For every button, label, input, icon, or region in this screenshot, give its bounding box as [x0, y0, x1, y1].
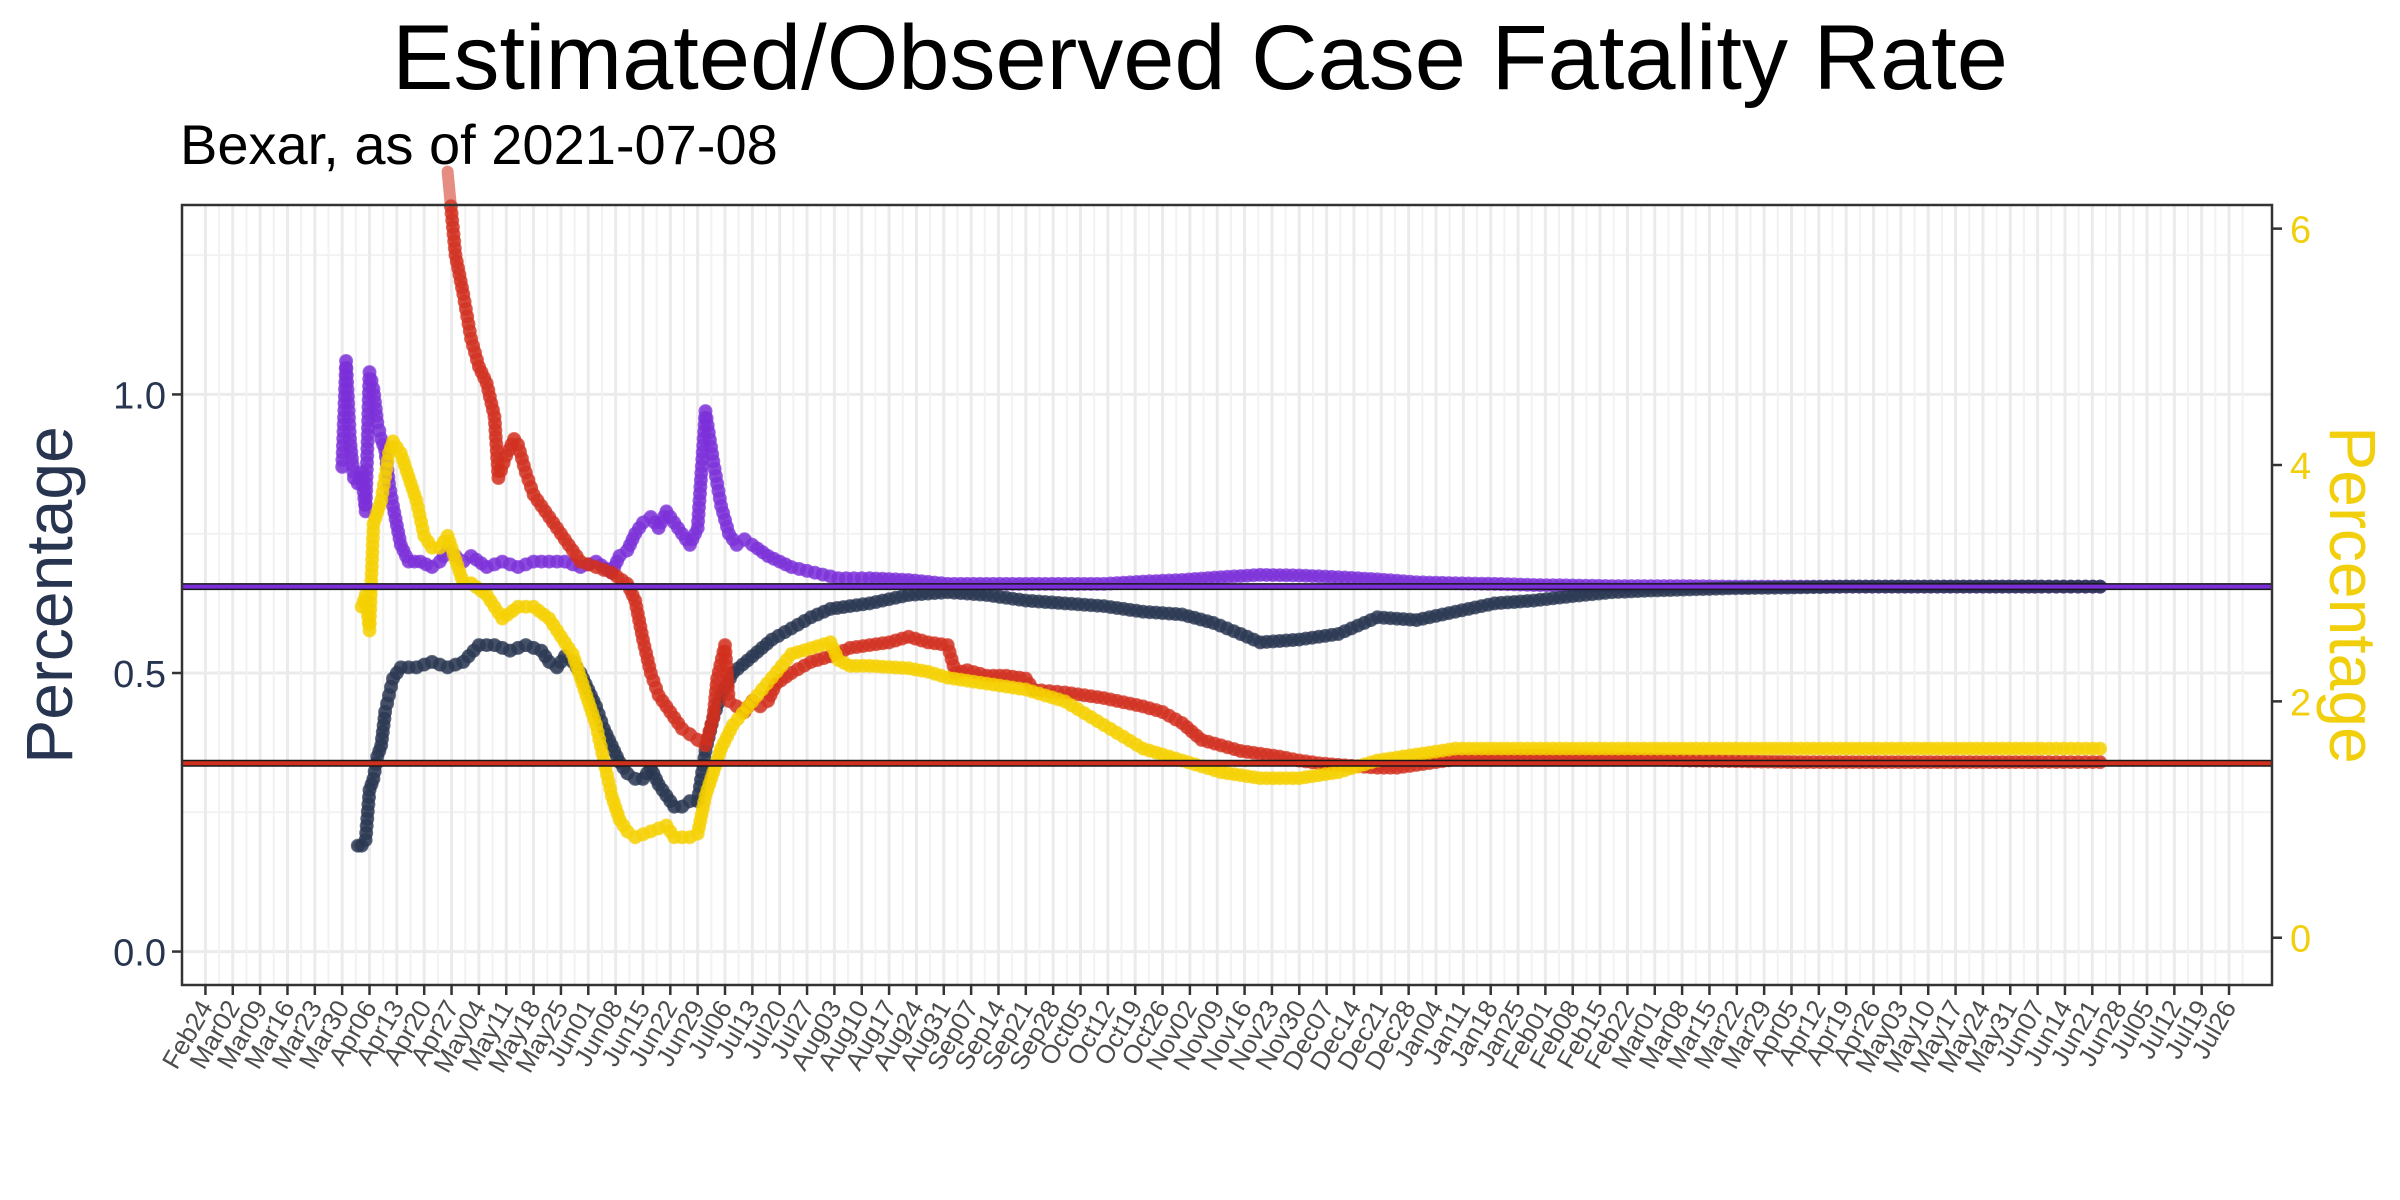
y-tick-label-left: 0.0	[113, 933, 166, 975]
y-tick-label-right: 2	[2290, 682, 2311, 724]
series-point	[2093, 741, 2108, 756]
axis-layer: 0.00.51.00246Feb24Mar02Mar09Mar16Mar23Ma…	[113, 210, 2311, 1078]
grid-layer	[182, 205, 2272, 985]
y-tick-label-right: 4	[2290, 446, 2311, 488]
plot-background	[182, 205, 2272, 985]
y-axis-label-left: Percentage	[12, 426, 86, 764]
reference-lines	[182, 583, 2272, 767]
y-tick-label-right: 0	[2290, 919, 2311, 961]
chart-title: Estimated/Observed Case Fatality Rate	[392, 7, 2008, 109]
series-3	[354, 434, 2108, 845]
series-layer	[335, 165, 2108, 853]
y-tick-label-right: 6	[2290, 210, 2311, 252]
chart-subtitle: Bexar, as of 2021-07-08	[180, 113, 778, 176]
y-tick-label-left: 0.5	[113, 654, 166, 696]
y-axis-label-right: Percentage	[2316, 426, 2390, 764]
y-tick-label-left: 1.0	[113, 375, 166, 417]
plot-frame	[180, 203, 2274, 987]
